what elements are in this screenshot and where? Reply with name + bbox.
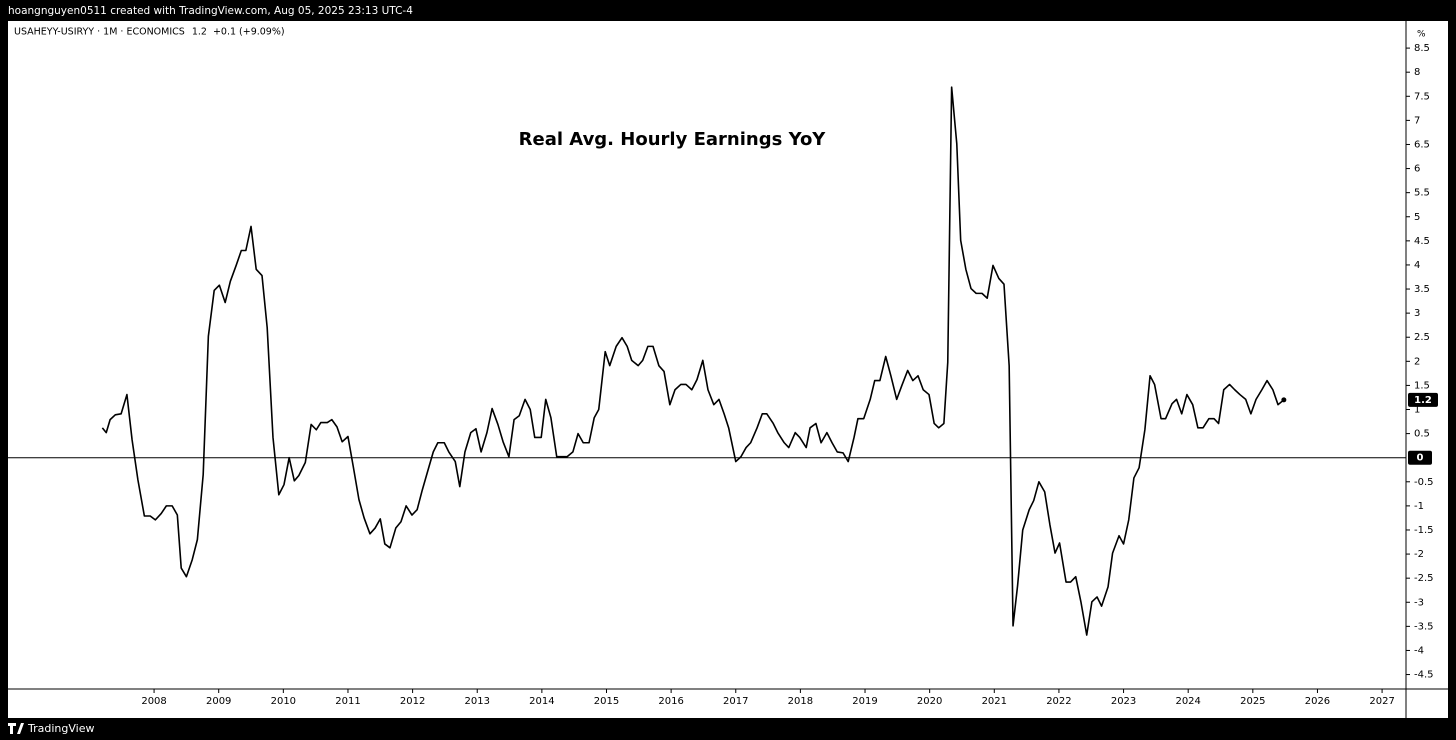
x-tick-label: 2008: [141, 696, 166, 707]
price-label-box: [1408, 392, 1438, 407]
y-tick-label: 1.5: [1414, 380, 1430, 391]
y-tick-label: 3.5: [1414, 284, 1430, 295]
x-tick-label: 2015: [594, 696, 619, 707]
x-tick-label: 2022: [1046, 696, 1071, 707]
y-tick-label: 1: [1414, 405, 1420, 416]
y-tick-label: 0.5: [1414, 429, 1430, 440]
x-tick-label: 2016: [658, 696, 683, 707]
y-tick-label: -3: [1414, 597, 1424, 608]
y-tick-label: -4.5: [1414, 670, 1434, 681]
footer-logo: TradingView: [8, 722, 94, 735]
y-tick-label: 3: [1414, 308, 1420, 319]
x-tick-label: 2014: [529, 696, 554, 707]
legend-change: +0.1 (+9.09%): [213, 27, 285, 38]
legend-last: 1.2: [192, 27, 207, 38]
y-tick-label: -4: [1414, 645, 1424, 656]
y-tick-label: -3.5: [1414, 621, 1434, 632]
x-tick-label: 2023: [1111, 696, 1136, 707]
y-tick-label: 8: [1414, 67, 1420, 78]
logo-mark: [8, 723, 24, 734]
x-tick-label: 2013: [465, 696, 490, 707]
y-tick-label: -0.5: [1414, 477, 1434, 488]
legend-symbol: USAHEYY-USIRYY · 1M · ECONOMICS: [14, 27, 185, 38]
x-tick-label: 2021: [982, 696, 1007, 707]
x-tick-label: 2019: [852, 696, 877, 707]
y-tick-label: -1.5: [1414, 525, 1434, 536]
y-tick-label: 8.5: [1414, 43, 1430, 54]
y-tick-label: 6.5: [1414, 139, 1430, 150]
y-tick-label: 2.5: [1414, 332, 1430, 343]
x-tick-label: 2026: [1305, 696, 1330, 707]
y-tick-label: 7.5: [1414, 91, 1430, 102]
x-tick-label: 2018: [788, 696, 813, 707]
footer: TradingView: [27, 722, 94, 735]
y-unit: %: [1417, 30, 1426, 40]
x-tick-label: 2017: [723, 696, 748, 707]
last-point: [1281, 397, 1287, 403]
x-tick-label: 2027: [1369, 696, 1394, 707]
y-tick-label: -1: [1414, 501, 1424, 512]
y-tick-label: -2: [1414, 549, 1424, 560]
series-line: [101, 86, 1285, 636]
price-label: 1.2: [1414, 395, 1432, 406]
y-tick-label: 4: [1414, 260, 1420, 271]
chart-panel: [8, 21, 1448, 718]
x-tick-label: 2010: [271, 696, 296, 707]
x-tick-label: 2024: [1175, 696, 1200, 707]
x-tick-label: 2009: [206, 696, 231, 707]
y-tick-label: 6: [1414, 164, 1420, 175]
y-tick-label: 5: [1414, 212, 1420, 223]
x-tick-label: 2012: [400, 696, 425, 707]
y-tick-label: 2: [1414, 356, 1420, 367]
zero-label-box: [1408, 450, 1432, 465]
y-tick-label: 5.5: [1414, 188, 1430, 199]
x-tick-label: 2020: [917, 696, 942, 707]
zero-label: 0: [1417, 453, 1424, 464]
chart-title: Real Avg. Hourly Earnings YoY: [519, 129, 827, 150]
y-tick-label: -2.5: [1414, 573, 1434, 584]
x-tick-label: 2025: [1240, 696, 1265, 707]
header: hoangnguyen0511 created with TradingView…: [8, 5, 413, 17]
x-tick-label: 2011: [335, 696, 360, 707]
y-tick-label: 7: [1414, 115, 1420, 126]
y-tick-label: 4.5: [1414, 236, 1430, 247]
